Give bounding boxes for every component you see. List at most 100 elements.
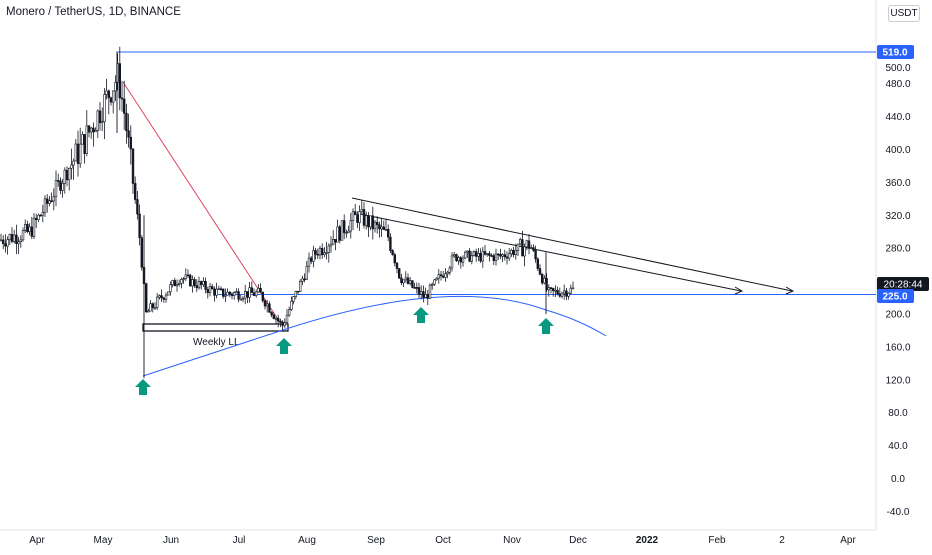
- price-tick-label: 0.0: [891, 474, 905, 485]
- candle-body: [466, 250, 469, 253]
- candle-body: [13, 234, 16, 242]
- candle-body: [534, 250, 537, 260]
- candle-body: [512, 250, 515, 255]
- candle-body: [246, 291, 249, 298]
- candle-body: [514, 249, 518, 255]
- candle-body: [433, 279, 436, 285]
- candle-body: [492, 255, 495, 261]
- low-arrow-may-icon: [135, 379, 151, 395]
- time-tick-label: 2: [779, 535, 785, 546]
- candle-body: [208, 286, 212, 294]
- candle-body: [39, 214, 42, 217]
- candle-body: [34, 217, 38, 220]
- candle-body: [43, 198, 47, 213]
- candle-body: [118, 63, 122, 99]
- candle-body: [347, 230, 350, 233]
- time-axis[interactable]: Apr May Jun Jul Aug Sep Oct Nov Dec 2022 Feb 2 Apr: [0, 529, 876, 546]
- candle-body: [15, 234, 18, 244]
- candle-body: [527, 240, 531, 249]
- channel-upper-line[interactable]: [351, 197, 793, 292]
- candle-body: [521, 239, 524, 257]
- candle-body: [274, 318, 278, 320]
- candle-body: [529, 247, 533, 249]
- candle-body: [290, 300, 293, 310]
- candle-body: [518, 239, 522, 245]
- candle-body: [10, 234, 14, 242]
- candle-body: [397, 268, 401, 279]
- candle-body: [19, 239, 22, 243]
- candle-body: [61, 182, 64, 191]
- candle-body: [567, 292, 570, 297]
- candle-body: [184, 274, 187, 279]
- candle-body: [353, 211, 357, 216]
- downtrend-line[interactable]: [122, 81, 284, 328]
- candle-body: [224, 294, 227, 297]
- candle-body: [474, 251, 478, 257]
- currency-selector[interactable]: USDT: [888, 5, 920, 22]
- candle-body: [98, 110, 102, 124]
- candle-body: [393, 254, 396, 264]
- candle-body: [222, 288, 225, 297]
- candle-body: [112, 90, 115, 103]
- price-tick-label: 440.0: [885, 112, 910, 123]
- candle-body: [303, 278, 306, 281]
- candle-body: [441, 275, 445, 278]
- candle-body: [323, 252, 326, 255]
- candle-body: [483, 251, 487, 255]
- candle-body: [59, 180, 62, 191]
- channel-lower-arrowhead: [734, 286, 744, 295]
- candle-body: [74, 143, 78, 162]
- candle-body: [439, 274, 443, 277]
- candle-body: [83, 134, 86, 154]
- channel-upper-arrowhead: [785, 286, 795, 295]
- candle-body: [23, 223, 27, 231]
- candle-body: [316, 253, 319, 256]
- channel-lower-line[interactable]: [359, 213, 742, 292]
- candle-body: [217, 288, 220, 291]
- candle-body: [233, 292, 236, 296]
- candle-body: [358, 211, 361, 223]
- candles-layer[interactable]: [0, 46, 575, 379]
- candle-body: [202, 280, 205, 286]
- candle-body: [195, 285, 198, 289]
- candle-body: [171, 280, 174, 285]
- candle-body: [395, 262, 399, 269]
- candle-body: [26, 223, 29, 232]
- candle-body: [554, 289, 557, 292]
- price-tick-label: 200.0: [885, 310, 910, 321]
- candle-body: [259, 287, 262, 293]
- candle-body: [81, 134, 84, 145]
- time-tick-label: Jun: [163, 535, 179, 546]
- price-axis[interactable]: 500.0480.0440.0400.0360.0320.0280.0240.0…: [875, 0, 911, 530]
- candle-body: [312, 250, 315, 262]
- weekly-ll-box[interactable]: [142, 323, 289, 332]
- candle-body: [402, 279, 405, 284]
- candle-body: [134, 183, 137, 200]
- candle-body: [30, 226, 33, 237]
- candle-body: [272, 314, 275, 319]
- candle-body: [391, 250, 394, 255]
- candle-body: [244, 291, 247, 299]
- candle-body: [461, 257, 465, 263]
- candle-body: [562, 290, 566, 294]
- candle-body: [156, 296, 159, 308]
- candle-body: [494, 253, 498, 261]
- price-tick-label: 500.0: [885, 63, 910, 74]
- candle-body: [481, 251, 484, 262]
- low-arrow-nov-icon: [538, 318, 554, 334]
- candle-body: [215, 288, 218, 296]
- candle-body: [182, 278, 185, 280]
- candle-body: [237, 291, 240, 300]
- support-curve[interactable]: [142, 295, 607, 377]
- candle-body: [426, 294, 429, 299]
- svg-text:519.0: 519.0: [882, 48, 907, 59]
- candle-body: [532, 247, 535, 251]
- candle-body: [384, 228, 388, 231]
- candle-body: [178, 282, 181, 285]
- candle-body: [140, 237, 143, 268]
- candle-body: [70, 164, 73, 169]
- candle-body: [276, 318, 280, 322]
- candle-body: [211, 286, 214, 290]
